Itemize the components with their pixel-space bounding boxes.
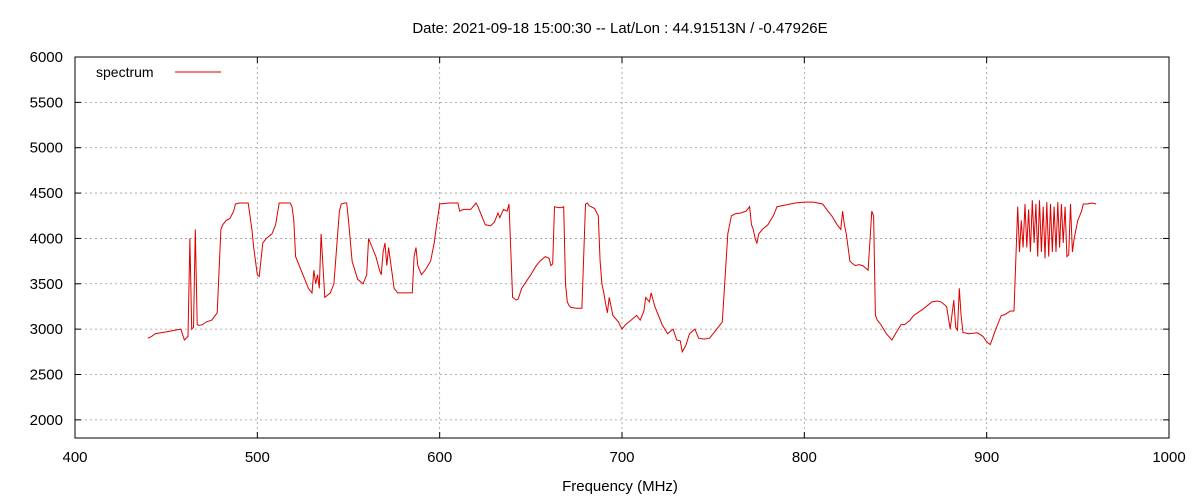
y-tick-label: 3500 (30, 276, 63, 293)
y-tick-label: 6000 (30, 49, 63, 66)
x-tick-label: 600 (427, 449, 452, 466)
axis-ticks: 400 500 600 700 800 900 1000 2000 2500 3000 3500 40… (30, 49, 1186, 466)
x-tick-label: 700 (609, 449, 634, 466)
y-tick-label: 5000 (30, 140, 63, 157)
x-tick-label: 800 (792, 449, 817, 466)
x-tick-label: 900 (974, 449, 999, 466)
series-group (147, 200, 1097, 354)
y-tick-label: 5500 (30, 94, 63, 111)
x-tick-label: 500 (245, 449, 270, 466)
x-tick-label: 400 (62, 449, 87, 466)
legend-label-spectrum: spectrum (96, 64, 154, 80)
grid-lines (75, 57, 1169, 438)
y-tick-label: 4000 (30, 230, 63, 247)
x-axis-label: Frequency (MHz) (562, 478, 678, 495)
series-line-spectrum (147, 200, 1097, 354)
y-tick-label: 3000 (30, 321, 63, 338)
legend: spectrum (82, 60, 232, 84)
y-tick-label: 4500 (30, 185, 63, 202)
x-tick-label: 1000 (1152, 449, 1185, 466)
y-tick-label: 2000 (30, 412, 63, 429)
chart-title: Date: 2021-09-18 15:00:30 -- Lat/Lon : 4… (412, 20, 827, 37)
y-tick-label: 2500 (30, 367, 63, 384)
